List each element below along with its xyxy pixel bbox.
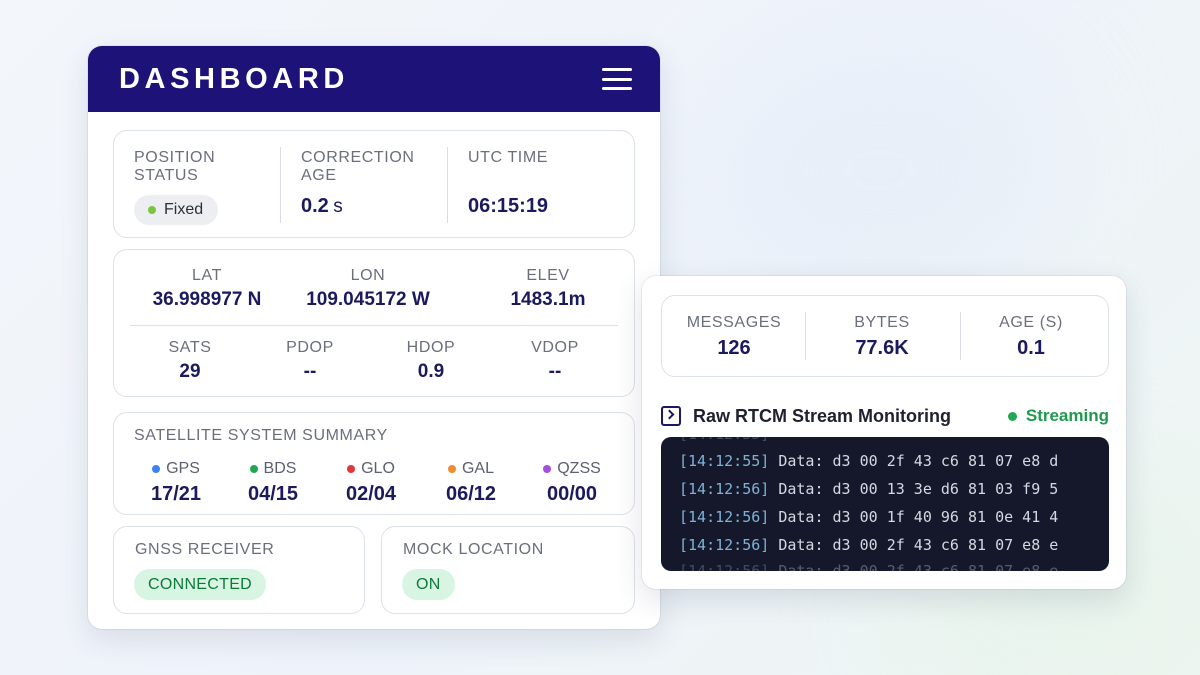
sat-system-name: BDS — [263, 460, 297, 477]
lat-label: LAT — [192, 267, 222, 284]
lat-cell: LAT 36.998977 N — [127, 267, 287, 311]
lon-cell: LON 109.045172 W — [288, 267, 448, 311]
terminal-line: [14:12:55] Data: d3 00 2f 43 c6 81 07 e8… — [679, 452, 1059, 470]
terminal-line: [14:12:56] Data: d3 00 1f 40 96 81 0e 41… — [679, 508, 1059, 526]
bytes-value: 77.6K — [855, 337, 909, 359]
pdop-value: -- — [303, 361, 317, 382]
stream-title: Raw RTCM Stream Monitoring — [693, 405, 952, 426]
stream-status: Streaming — [1007, 406, 1109, 426]
correction-age-label: CORRECTION AGE — [301, 149, 415, 184]
sat-system-glo: GLO 02/04 — [331, 460, 411, 506]
vdop-label: VDOP — [531, 339, 579, 356]
satellite-summary-panel: SATELLITE SYSTEM SUMMARY GPS 17/21 BDS 0… — [113, 412, 635, 515]
correction-age-reading: 0.2 s — [301, 195, 421, 218]
terminal-line: [14:12:56] Data: d3 00 2f 43 c6 81 07 e8… — [679, 536, 1059, 554]
qzss-dot-icon — [543, 465, 552, 473]
utc-time-value: 06:15:19 — [468, 195, 549, 217]
hamburger-menu-icon[interactable] — [602, 68, 632, 90]
status-dot-icon — [148, 206, 156, 214]
elev-cell: ELEV 1483.1m — [468, 267, 628, 311]
sats-label: SATS — [168, 339, 212, 356]
gps-dot-icon — [152, 465, 161, 473]
divider — [960, 312, 961, 360]
bds-dot-icon — [249, 465, 258, 473]
rtcm-stats-panel: MESSAGES 126 BYTES 77.6K AGE (S) 0.1 — [661, 295, 1109, 377]
sat-system-bds: BDS 04/15 — [233, 460, 313, 506]
elev-value: 1483.1m — [510, 289, 586, 310]
divider — [130, 325, 618, 326]
gnss-receiver-status-badge[interactable]: CONNECTED — [134, 569, 267, 600]
sat-system-name: GLO — [361, 460, 395, 477]
sat-system-qzss: QZSS 00/00 — [532, 460, 612, 506]
correction-age-unit: s — [333, 196, 343, 217]
page-title: DASHBOARD — [119, 62, 349, 95]
age-label: AGE (S) — [999, 314, 1063, 331]
utc-time-label: UTC TIME — [468, 149, 549, 166]
sat-system-gps: GPS 17/21 — [136, 460, 216, 506]
sat-system-name: GAL — [461, 460, 494, 477]
sat-system-value: 02/04 — [345, 483, 397, 505]
gnss-receiver-label: GNSS RECEIVER — [135, 541, 275, 558]
position-panel: LAT 36.998977 N LON 109.045172 W ELEV 14… — [113, 249, 635, 397]
vdop-cell: VDOP -- — [475, 339, 635, 383]
stream-status-text: Streaming — [1025, 406, 1109, 425]
sats-cell: SATS 29 — [110, 339, 270, 383]
age-value: 0.1 — [1017, 337, 1045, 359]
rtcm-stream-card: MESSAGES 126 BYTES 77.6K AGE (S) 0.1 Raw… — [642, 276, 1126, 589]
position-status: POSITION STATUS Fixed — [134, 149, 254, 225]
hdop-value: 0.9 — [417, 361, 445, 382]
satellite-summary-title: SATELLITE SYSTEM SUMMARY — [134, 427, 388, 444]
messages-stat: MESSAGES 126 — [664, 314, 804, 360]
terminal-line-partial: [14:12:56] Data: d3 00 2f 43 c6 81 07 e8… — [679, 562, 1059, 571]
hdop-label: HDOP — [406, 339, 456, 356]
lon-value: 109.045172 W — [306, 289, 430, 310]
correction-age: CORRECTION AGE 0.2 s — [301, 149, 421, 218]
mock-location-panel: MOCK LOCATION ON — [381, 526, 635, 614]
gal-dot-icon — [447, 465, 456, 473]
vdop-value: -- — [548, 361, 562, 382]
hdop-cell: HDOP 0.9 — [351, 339, 511, 383]
pdop-cell: PDOP -- — [230, 339, 390, 383]
streaming-dot-icon — [1007, 411, 1017, 421]
dashboard-header: DASHBOARD — [88, 46, 660, 112]
dashboard-card: DASHBOARD POSITION STATUS Fixed CORRECTI… — [88, 46, 660, 629]
lat-value: 36.998977 N — [152, 289, 262, 310]
sat-system-name: QZSS — [557, 460, 601, 477]
sat-system-value: 17/21 — [150, 483, 202, 505]
sat-system-value: 04/15 — [247, 483, 299, 505]
gnss-receiver-panel: GNSS RECEIVER CONNECTED — [113, 526, 365, 614]
messages-label: MESSAGES — [686, 314, 782, 331]
status-badge: Fixed — [134, 195, 219, 225]
sat-system-value: 06/12 — [445, 483, 497, 505]
stream-header: Raw RTCM Stream Monitoring Streaming — [661, 404, 1109, 428]
rtcm-terminal[interactable]: [14:12:55] [14:12:55] Data: d3 00 2f 43 … — [661, 437, 1109, 571]
terminal-icon — [661, 406, 681, 426]
sat-system-name: GPS — [166, 460, 200, 477]
lon-label: LON — [350, 267, 386, 284]
divider — [805, 312, 806, 360]
bytes-stat: BYTES 77.6K — [812, 314, 952, 360]
sat-system-value: 00/00 — [546, 483, 598, 505]
utc-time: UTC TIME 06:15:19 — [468, 149, 548, 218]
terminal-line-partial: [14:12:55] — [679, 437, 769, 443]
status-panel: POSITION STATUS Fixed CORRECTION AGE 0.2… — [113, 130, 635, 238]
sat-system-gal: GAL 06/12 — [431, 460, 511, 506]
divider — [280, 147, 281, 223]
bytes-label: BYTES — [854, 314, 910, 331]
glo-dot-icon — [347, 465, 356, 473]
mock-location-toggle[interactable]: ON — [402, 569, 455, 600]
background-glow — [700, 40, 1060, 300]
messages-value: 126 — [717, 337, 751, 359]
position-status-label: POSITION STATUS — [134, 149, 216, 184]
divider — [447, 147, 448, 223]
elev-label: ELEV — [526, 267, 570, 284]
pdop-label: PDOP — [286, 339, 334, 356]
position-status-value: Fixed — [164, 201, 204, 218]
correction-age-value: 0.2 — [301, 195, 329, 217]
age-stat: AGE (S) 0.1 — [961, 314, 1101, 360]
terminal-line: [14:12:56] Data: d3 00 13 3e d6 81 03 f9… — [679, 480, 1059, 498]
sats-value: 29 — [179, 361, 201, 382]
mock-location-label: MOCK LOCATION — [403, 541, 544, 558]
